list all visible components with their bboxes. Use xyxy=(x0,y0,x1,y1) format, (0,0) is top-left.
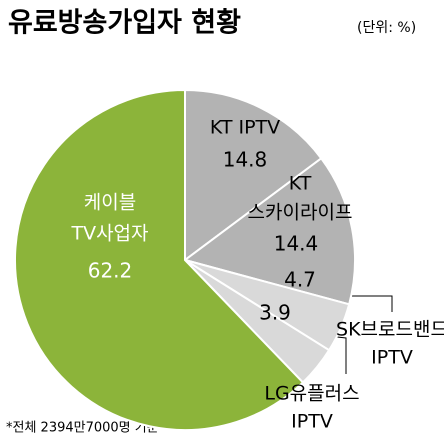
value-label: 14.4 xyxy=(274,232,319,256)
slice-label: TV사업자 xyxy=(70,223,148,245)
slice-label: 스카이라이프 xyxy=(248,202,353,224)
chart-title: 유료방송가입자 현황 xyxy=(8,8,241,39)
slice-label: 케이블 xyxy=(84,192,136,214)
slice-label: KT xyxy=(289,173,312,195)
chart-subtitle: (단위: %) xyxy=(357,20,416,36)
slice-label: KT IPTV xyxy=(210,117,280,139)
value-label: 62.2 xyxy=(88,259,133,283)
pie-slice xyxy=(14,88,305,431)
slice-label: LG유플러스 xyxy=(264,383,359,405)
pie-slice xyxy=(184,88,323,262)
value-label: 14.8 xyxy=(223,148,268,172)
slice-label: IPTV xyxy=(371,347,413,369)
slice-label: IPTV xyxy=(291,411,333,433)
pie-slice xyxy=(182,156,356,306)
value-label: 4.7 xyxy=(284,268,316,292)
footnote: *전체 2394만7000명 기준 xyxy=(6,421,159,436)
slice-label: SK브로드밴드 xyxy=(336,319,444,341)
value-label: 3.9 xyxy=(259,301,291,325)
